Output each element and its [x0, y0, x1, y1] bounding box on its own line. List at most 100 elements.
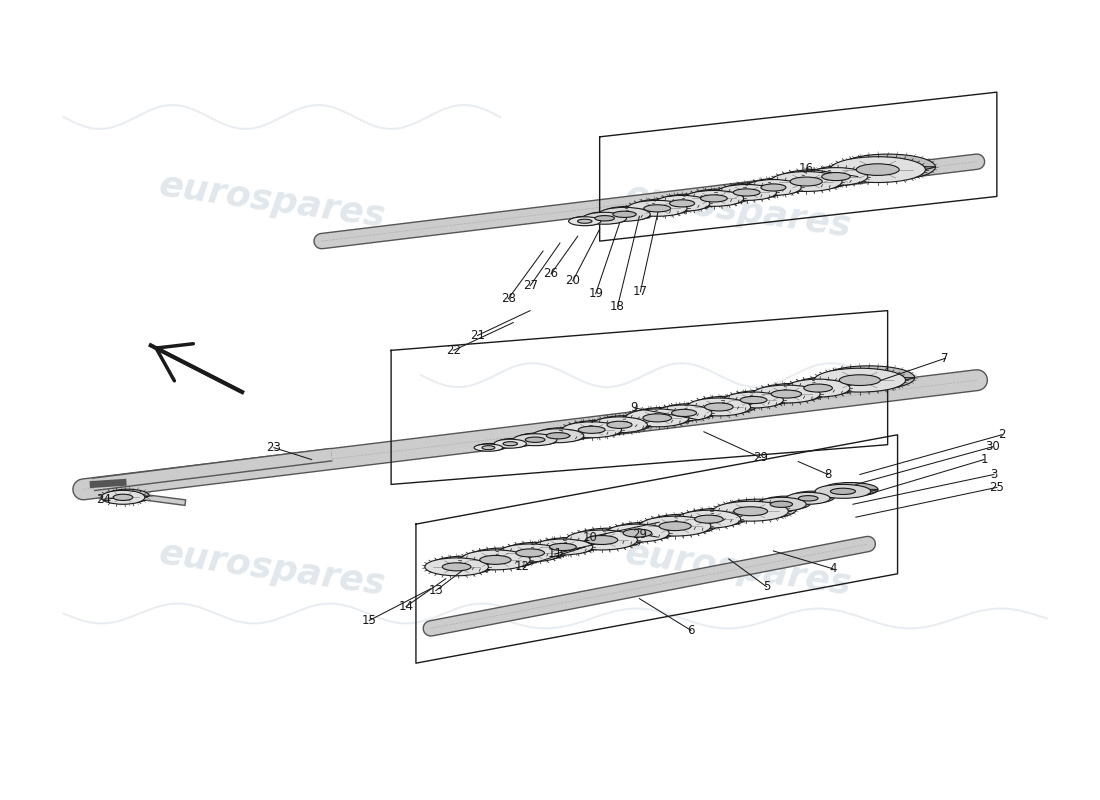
Ellipse shape [578, 219, 592, 223]
Ellipse shape [517, 433, 560, 445]
Ellipse shape [770, 171, 842, 191]
Text: 10: 10 [582, 530, 597, 543]
Polygon shape [657, 412, 716, 413]
Ellipse shape [724, 392, 783, 408]
Ellipse shape [823, 366, 915, 390]
Polygon shape [713, 509, 796, 511]
Polygon shape [814, 378, 915, 380]
Ellipse shape [671, 410, 696, 417]
Text: 29: 29 [631, 527, 647, 541]
Polygon shape [461, 558, 538, 560]
Ellipse shape [713, 502, 789, 521]
Ellipse shape [480, 555, 512, 564]
Ellipse shape [606, 524, 669, 542]
Polygon shape [627, 207, 693, 208]
Polygon shape [684, 197, 749, 198]
Text: 20: 20 [565, 274, 581, 287]
Ellipse shape [778, 170, 849, 190]
Ellipse shape [786, 379, 850, 397]
Ellipse shape [757, 498, 806, 511]
Text: 29: 29 [754, 451, 768, 464]
Ellipse shape [106, 489, 150, 503]
Polygon shape [606, 531, 675, 533]
Polygon shape [814, 378, 915, 380]
Ellipse shape [734, 506, 768, 516]
Polygon shape [101, 496, 150, 497]
Ellipse shape [644, 205, 671, 212]
Ellipse shape [746, 179, 801, 195]
Polygon shape [592, 423, 652, 425]
Polygon shape [565, 538, 645, 540]
Text: 2: 2 [998, 428, 1005, 442]
Ellipse shape [830, 488, 856, 494]
Ellipse shape [547, 433, 570, 439]
Ellipse shape [514, 434, 557, 446]
Polygon shape [752, 392, 826, 394]
Ellipse shape [468, 548, 538, 568]
Polygon shape [786, 386, 857, 388]
Text: 24: 24 [96, 493, 111, 506]
Text: eurospares: eurospares [156, 536, 387, 602]
Polygon shape [654, 202, 715, 203]
Text: 21: 21 [470, 329, 485, 342]
Text: 30: 30 [986, 440, 1000, 453]
Text: 7: 7 [942, 352, 949, 365]
Polygon shape [746, 186, 806, 187]
Ellipse shape [596, 416, 652, 431]
Polygon shape [592, 424, 652, 425]
Ellipse shape [607, 422, 632, 429]
Ellipse shape [497, 438, 529, 447]
Ellipse shape [813, 166, 876, 183]
Polygon shape [688, 406, 757, 407]
Ellipse shape [592, 417, 647, 433]
Ellipse shape [786, 492, 830, 504]
Ellipse shape [690, 189, 749, 205]
Ellipse shape [503, 442, 517, 446]
Ellipse shape [839, 374, 880, 386]
Polygon shape [804, 174, 876, 176]
Polygon shape [514, 439, 560, 440]
Polygon shape [786, 497, 835, 498]
Polygon shape [717, 190, 783, 192]
Polygon shape [830, 166, 935, 170]
Text: eurospares: eurospares [156, 169, 387, 234]
Ellipse shape [659, 194, 715, 210]
Text: 4: 4 [829, 562, 837, 575]
Polygon shape [639, 524, 718, 526]
Polygon shape [757, 503, 811, 504]
Ellipse shape [659, 522, 691, 530]
Polygon shape [565, 538, 645, 540]
Ellipse shape [569, 217, 601, 226]
Polygon shape [534, 546, 598, 547]
Ellipse shape [526, 437, 544, 442]
Polygon shape [461, 558, 538, 560]
Text: 23: 23 [266, 441, 282, 454]
Text: eurospares: eurospares [623, 178, 855, 244]
Polygon shape [425, 565, 495, 567]
Text: 22: 22 [447, 344, 461, 357]
Polygon shape [627, 206, 693, 208]
Text: 3: 3 [990, 468, 998, 481]
Polygon shape [752, 392, 826, 394]
Ellipse shape [461, 550, 530, 570]
Polygon shape [724, 398, 789, 400]
Polygon shape [713, 509, 796, 511]
Ellipse shape [723, 183, 783, 198]
Text: 17: 17 [632, 286, 648, 298]
Text: 5: 5 [762, 580, 770, 593]
Ellipse shape [585, 211, 629, 223]
Ellipse shape [534, 539, 593, 555]
Polygon shape [678, 518, 747, 519]
Ellipse shape [562, 422, 622, 438]
Text: 9: 9 [630, 402, 638, 414]
Ellipse shape [494, 439, 527, 448]
Ellipse shape [498, 544, 562, 562]
Text: 6: 6 [688, 624, 695, 637]
Ellipse shape [804, 384, 833, 392]
Ellipse shape [761, 496, 811, 510]
Ellipse shape [740, 397, 767, 403]
Ellipse shape [539, 538, 598, 554]
Ellipse shape [474, 444, 503, 451]
Ellipse shape [694, 515, 723, 523]
Ellipse shape [603, 206, 654, 220]
